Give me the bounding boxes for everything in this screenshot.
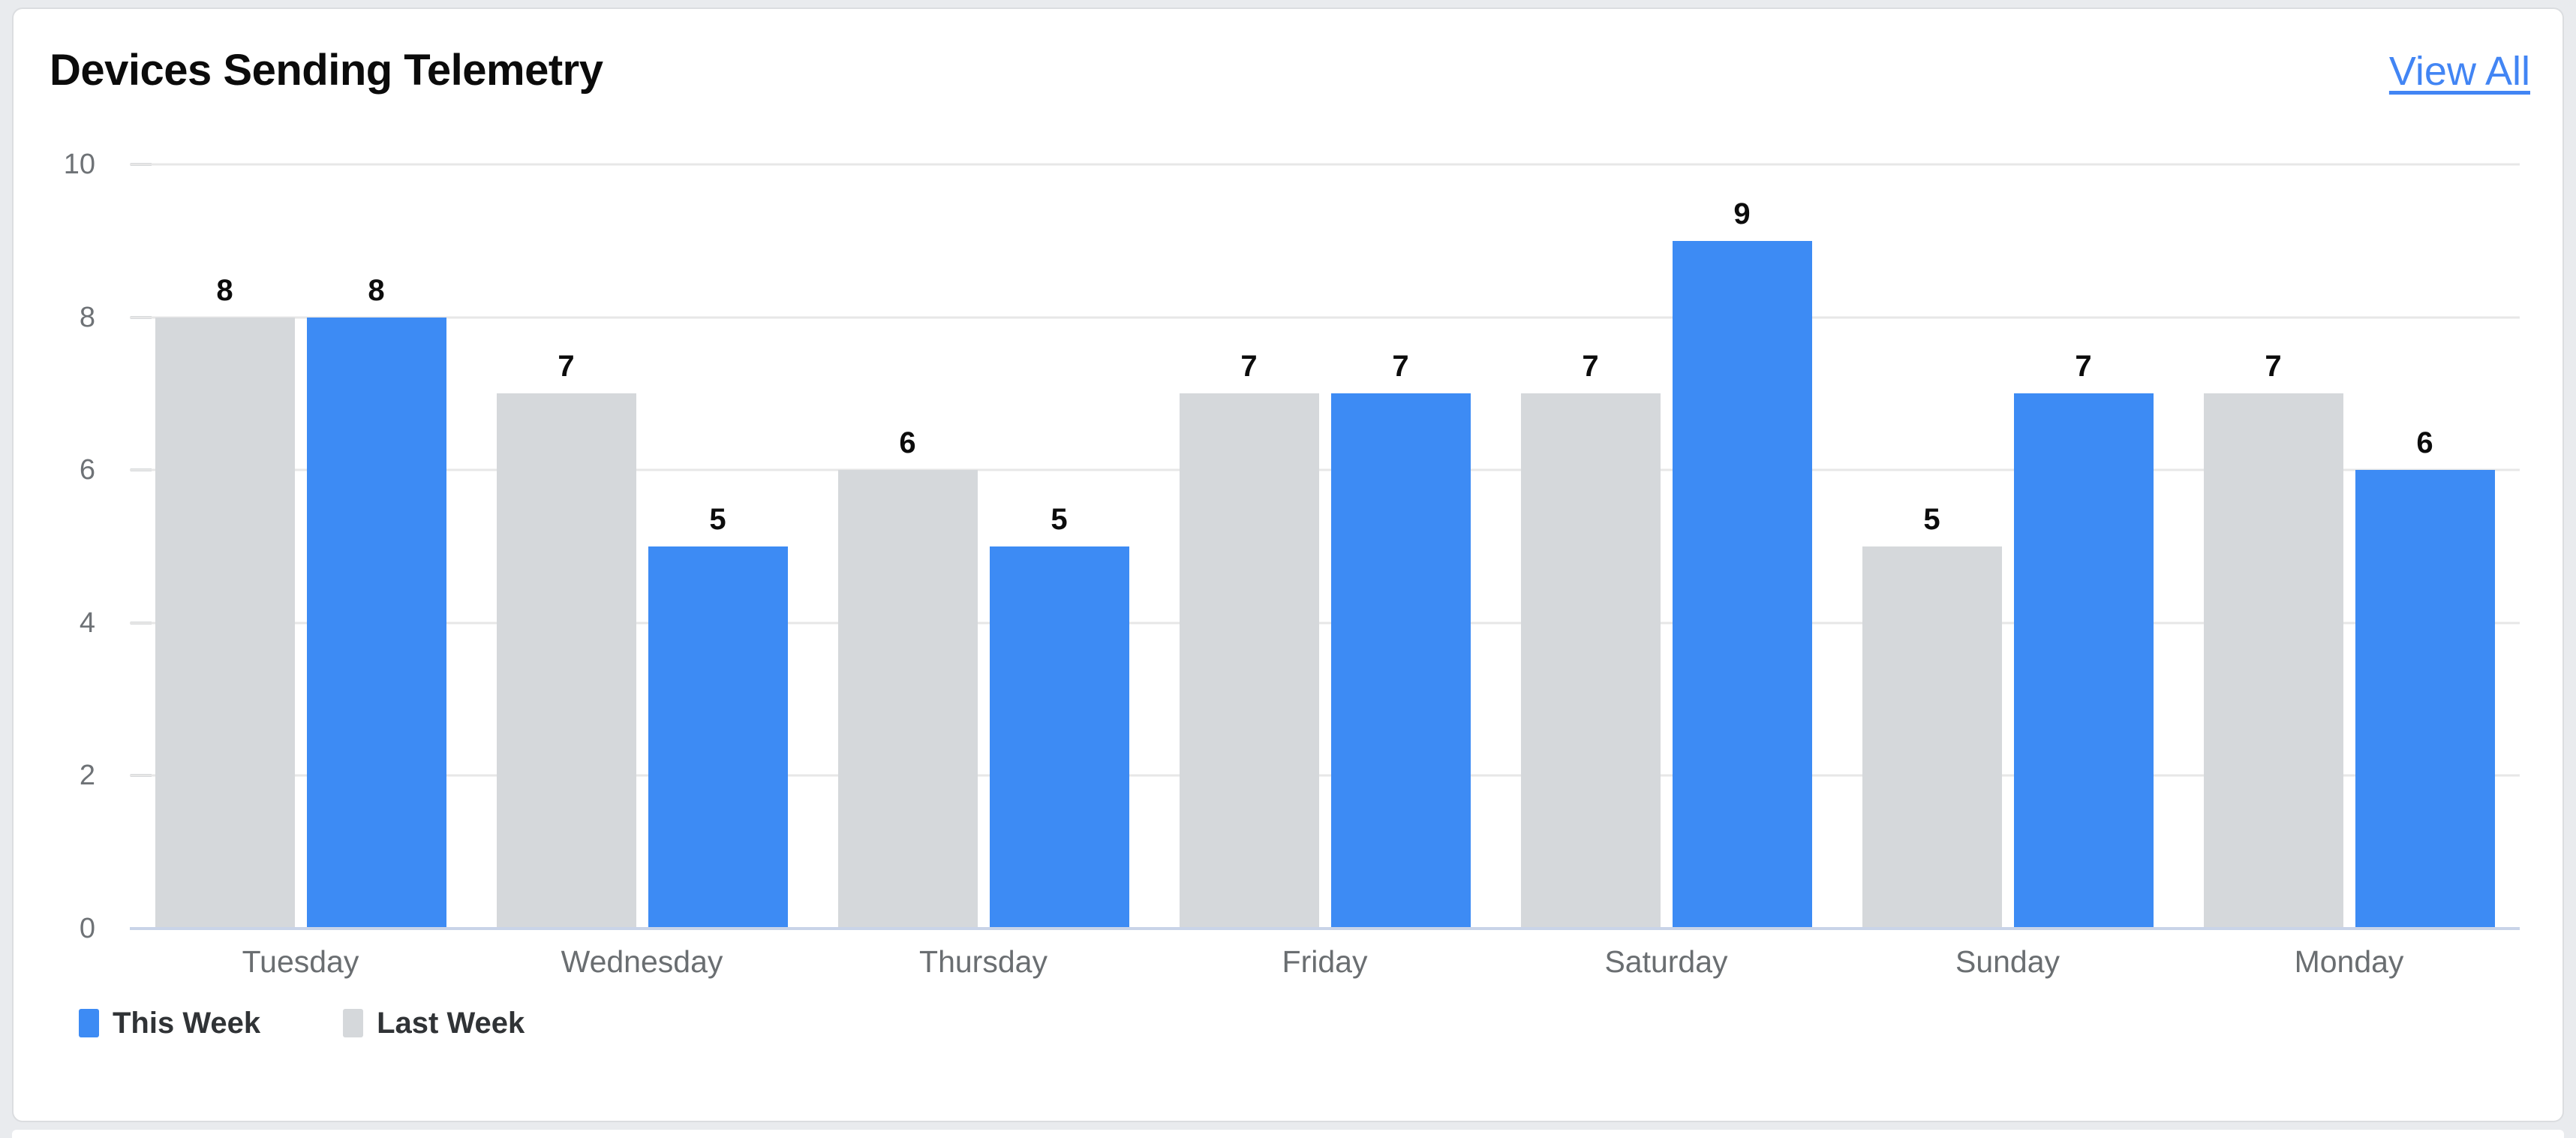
chart-legend: This Week Last Week	[79, 1008, 525, 1038]
bar-column: 7	[496, 164, 636, 929]
gridline-8	[130, 316, 2520, 319]
bar-column: 9	[1672, 164, 1812, 929]
bar-last-week-monday[interactable]	[2203, 393, 2343, 929]
x-axis-baseline	[130, 927, 2520, 930]
bar-value-label: 6	[899, 426, 916, 460]
bar-column: 7	[1330, 164, 1471, 929]
x-axis-label-thursday: Thursday	[919, 944, 1048, 979]
bar-value-label: 8	[216, 273, 233, 307]
bar-value-label: 7	[1582, 350, 1599, 384]
bar-value-label: 6	[2416, 426, 2433, 460]
x-axis-label-monday: Monday	[2294, 944, 2404, 979]
bar-column: 5	[1862, 164, 2002, 929]
y-tick-label-8: 8	[79, 301, 95, 333]
x-axis-label-sunday: Sunday	[1955, 944, 2060, 979]
x-axis-label-saturday: Saturday	[1604, 944, 1728, 979]
x-axis-label-tuesday: Tuesday	[242, 944, 359, 979]
y-tick-label-0: 0	[79, 913, 95, 944]
bar-column: 7	[1179, 164, 1319, 929]
gridline-6	[130, 468, 2520, 471]
bar-column: 8	[306, 164, 446, 929]
bar-last-week-sunday[interactable]	[1862, 546, 2002, 929]
x-axis-label-wednesday: Wednesday	[561, 944, 723, 979]
legend-label: Last Week	[377, 1007, 525, 1040]
y-tick-label-10: 10	[63, 149, 95, 180]
bar-column: 6	[837, 164, 978, 929]
bar-this-week-wednesday[interactable]	[648, 546, 788, 929]
legend-item-last-week[interactable]: Last Week	[343, 1008, 525, 1038]
x-axis-labels: Tuesday Wednesday Thursday Friday Saturday Su…	[130, 944, 2520, 980]
bar-column: 5	[648, 164, 788, 929]
bar-value-label: 5	[709, 503, 726, 536]
bar-column: 7	[2203, 164, 2343, 929]
bar-value-label: 8	[368, 273, 385, 307]
chart-title: Devices Sending Telemetry	[50, 46, 603, 95]
next-card-sliver	[12, 1130, 2564, 1138]
y-tick-label-2: 2	[79, 760, 95, 792]
legend-swatch-icon	[343, 1009, 364, 1037]
y-tick-label-4: 4	[79, 607, 95, 639]
bar-last-week-saturday[interactable]	[1520, 393, 1661, 929]
bar-last-week-thursday[interactable]	[837, 470, 978, 929]
legend-swatch-icon	[79, 1009, 99, 1037]
y-tick-label-6: 6	[79, 454, 95, 486]
bar-value-label: 7	[2265, 350, 2282, 384]
legend-label: This Week	[113, 1007, 261, 1040]
y-axis-labels: 0 2 4 6 8 10	[0, 150, 95, 943]
bar-value-label: 7	[2075, 350, 2092, 384]
bar-column: 5	[989, 164, 1129, 929]
bar-value-label: 9	[1733, 197, 1751, 230]
bar-value-label: 7	[558, 350, 575, 384]
bar-value-label: 7	[1240, 350, 1258, 384]
gridline-2	[130, 774, 2520, 777]
bar-last-week-friday[interactable]	[1179, 393, 1319, 929]
legend-item-this-week[interactable]: This Week	[79, 1008, 260, 1038]
bar-column: 6	[2355, 164, 2495, 929]
bar-last-week-tuesday[interactable]	[155, 317, 295, 929]
bar-this-week-sunday[interactable]	[2013, 393, 2154, 929]
gridline-4	[130, 622, 2520, 625]
bar-value-label: 5	[1051, 503, 1068, 536]
gridline-10	[130, 163, 2520, 166]
bar-column: 7	[2013, 164, 2154, 929]
bar-column: 7	[1520, 164, 1661, 929]
x-axis-label-friday: Friday	[1282, 944, 1368, 979]
bar-this-week-thursday[interactable]	[989, 546, 1129, 929]
bar-this-week-monday[interactable]	[2355, 470, 2495, 929]
bar-value-label: 7	[1392, 350, 1409, 384]
bar-last-week-wednesday[interactable]	[496, 393, 636, 929]
bar-value-label: 5	[1923, 503, 1940, 536]
bar-this-week-saturday[interactable]	[1672, 240, 1812, 929]
view-all-link[interactable]: View All	[2388, 49, 2530, 94]
bar-this-week-tuesday[interactable]	[306, 317, 446, 929]
bar-this-week-friday[interactable]	[1330, 393, 1471, 929]
bar-column: 8	[155, 164, 295, 929]
